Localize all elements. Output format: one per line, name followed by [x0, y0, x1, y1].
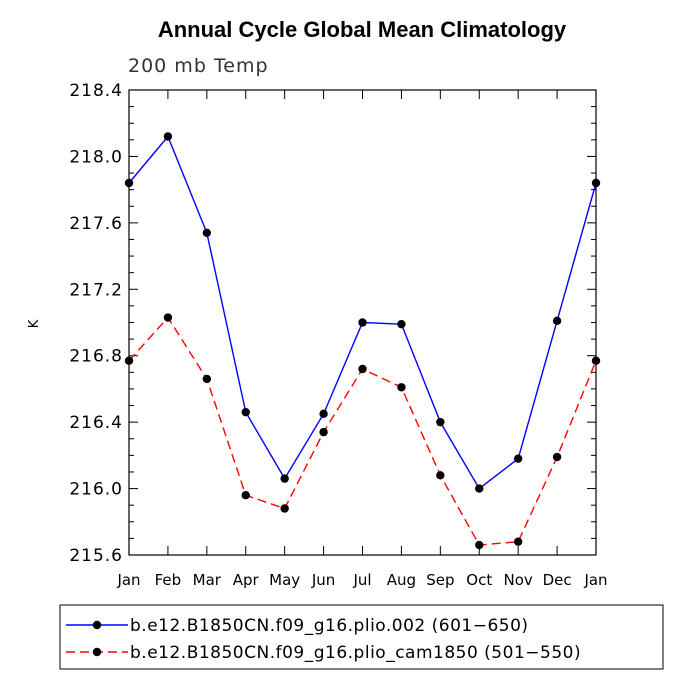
series-1-point	[202, 228, 212, 238]
x-tick-label: Mar	[193, 571, 222, 589]
series-2-point	[552, 452, 562, 462]
series-1-point	[241, 407, 250, 417]
x-tick-label: Feb	[155, 571, 182, 589]
x-tick-label: May	[269, 571, 300, 589]
series-2-point	[591, 356, 601, 365]
legend-marker-2	[92, 647, 102, 657]
series-1-point	[552, 316, 562, 326]
x-tick-label: Sep	[426, 571, 454, 589]
series-line-1	[128, 135, 597, 490]
x-tick-label: Jul	[352, 571, 371, 589]
y-tick-label: 218.0	[69, 147, 123, 167]
series-2-point	[280, 504, 289, 513]
series-1-point	[513, 454, 523, 463]
y-tick-label: 216.4	[69, 413, 123, 433]
series-1-point	[163, 132, 173, 141]
series-2-point	[436, 471, 445, 480]
legend-label-2: b.e12.B1850CN.f09_g16.plio_cam1850 (501−…	[130, 643, 581, 663]
x-tick-label: Nov	[504, 571, 533, 589]
y-axis-label: K	[27, 319, 42, 328]
series-1-point	[280, 474, 289, 483]
series-2-point	[163, 313, 173, 322]
series-1-point	[591, 178, 601, 188]
x-tick-label: Aug	[387, 571, 416, 589]
chart-subtitle: 200 mb Temp	[128, 55, 269, 77]
series-2-point	[124, 356, 134, 365]
x-tick-label: Jan	[583, 571, 607, 589]
series-1-point	[319, 409, 328, 419]
legend-box	[59, 604, 664, 670]
series-2-point	[241, 491, 250, 500]
series-1-point	[397, 319, 406, 329]
x-tick-label: Dec	[543, 571, 572, 589]
series-layer	[124, 132, 601, 550]
x-tick-label: Oct	[466, 571, 492, 589]
series-2-point	[202, 374, 212, 384]
series-2-point	[397, 383, 406, 392]
legend-marker-1	[92, 620, 102, 630]
y-tick-label: 217.2	[69, 280, 123, 300]
legend-label-1: b.e12.B1850CN.f09_g16.plio.002 (601−650)	[130, 616, 529, 636]
series-1-point	[436, 417, 445, 427]
series-1-point	[358, 318, 367, 327]
y-tick-label: 216.8	[69, 347, 123, 367]
y-tick-label: 216.0	[69, 480, 123, 500]
x-tick-label: Apr	[233, 571, 260, 589]
y-tick-label: 218.4	[69, 81, 123, 101]
series-1-point	[124, 178, 134, 188]
x-tick-label: Jan	[116, 571, 140, 589]
series-2-point	[319, 427, 328, 437]
legend: b.e12.B1850CN.f09_g16.plio.002 (601−650)…	[59, 604, 664, 670]
chart-title: Annual Cycle Global Mean Climatology	[158, 17, 567, 42]
series-2-point	[358, 364, 367, 374]
x-tick-label: Jun	[311, 571, 335, 589]
series-2-point	[513, 537, 523, 546]
series-1-point	[475, 484, 484, 493]
series-2-point	[475, 540, 484, 550]
axes: 215.6 216.0 216.4 216.8 217.2 217.6 218.0 218.4…	[69, 81, 607, 589]
y-tick-label: 217.6	[69, 214, 123, 234]
y-tick-label: 215.6	[69, 546, 123, 566]
